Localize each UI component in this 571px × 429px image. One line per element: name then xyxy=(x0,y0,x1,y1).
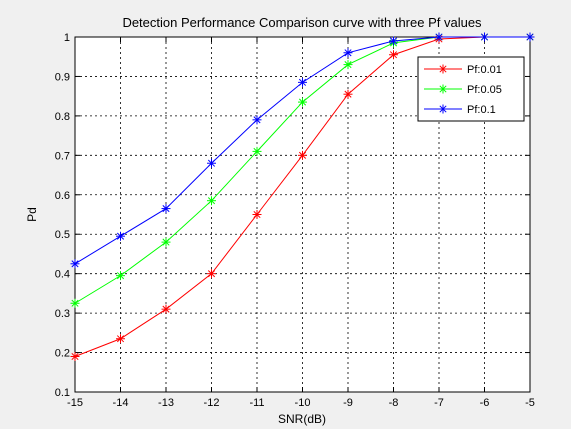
x-tick-label: -6 xyxy=(480,397,490,409)
y-tick-label: 0.6 xyxy=(55,190,70,202)
data-point-marker xyxy=(116,334,125,344)
legend-item: Pf:0.01 xyxy=(424,64,502,76)
axis-ticks: -15 -14 -13 -12 -11 -10 -9 -8 -7 -6 -5 0.1 0.2 0.3 0.4… xyxy=(55,32,535,409)
data-point-marker xyxy=(161,204,171,214)
data-point-marker xyxy=(252,146,262,156)
data-point-marker xyxy=(161,304,171,314)
data-point-marker xyxy=(434,32,444,42)
x-tick-label: -14 xyxy=(113,397,129,409)
series-2 xyxy=(70,32,535,269)
y-tick-label: 0.9 xyxy=(55,71,70,83)
y-tick-label: 0.4 xyxy=(55,269,70,281)
legend-marker xyxy=(438,104,448,114)
data-point-marker xyxy=(480,32,489,42)
data-point-marker xyxy=(343,89,353,99)
x-tick-label: -13 xyxy=(158,397,174,409)
data-point-marker xyxy=(389,50,398,60)
data-point-marker xyxy=(298,97,307,107)
x-axis-label: SNR(dB) xyxy=(278,412,326,426)
y-tick-label: 0.5 xyxy=(55,229,70,241)
y-tick-label: 0.7 xyxy=(55,150,70,162)
legend: Pf:0.01 Pf:0.05 Pf:0.1 xyxy=(417,56,525,122)
y-tick-label: 0.8 xyxy=(55,111,70,123)
legend-label: Pf:0.01 xyxy=(467,64,502,76)
y-tick-label: 0.1 xyxy=(55,387,70,399)
data-point-marker xyxy=(389,36,398,46)
data-point-marker xyxy=(70,352,80,361)
data-point-marker xyxy=(116,231,125,241)
data-point-marker xyxy=(525,32,535,42)
data-point-marker xyxy=(343,60,353,70)
series-layer xyxy=(70,32,535,361)
legend-marker xyxy=(438,64,448,74)
x-tick-label: -7 xyxy=(434,397,444,409)
legend-label: Pf:0.1 xyxy=(467,104,496,116)
legend-label: Pf:0.05 xyxy=(467,84,502,96)
data-point-marker xyxy=(298,77,307,87)
data-point-marker xyxy=(298,150,307,160)
x-tick-label: -12 xyxy=(204,397,220,409)
x-tick-label: -5 xyxy=(525,397,535,409)
y-axis-label: Pd xyxy=(25,207,39,222)
data-point-marker xyxy=(252,115,262,125)
x-tick-label: -15 xyxy=(67,397,83,409)
data-point-marker xyxy=(161,237,171,247)
y-tick-label: 0.2 xyxy=(55,348,70,360)
data-point-marker xyxy=(252,210,262,219)
y-tick-label: 0.3 xyxy=(55,308,70,320)
data-point-marker xyxy=(116,271,125,281)
data-point-marker xyxy=(343,48,353,58)
data-point-marker xyxy=(207,196,216,206)
data-point-marker xyxy=(70,259,80,269)
x-tick-label: -8 xyxy=(389,397,399,409)
legend-item: Pf:0.1 xyxy=(424,104,496,116)
x-tick-label: -10 xyxy=(295,397,311,409)
x-tick-label: -9 xyxy=(343,397,353,409)
legend-item: Pf:0.05 xyxy=(424,84,502,96)
y-tick-label: 1 xyxy=(64,32,70,44)
grid-lines xyxy=(75,37,530,392)
data-point-marker xyxy=(70,298,80,308)
data-point-marker xyxy=(207,269,216,279)
chart-title: Detection Performance Comparison curve w… xyxy=(122,15,482,30)
legend-marker xyxy=(438,84,448,94)
x-tick-label: -11 xyxy=(249,397,264,409)
data-point-marker xyxy=(207,158,216,168)
